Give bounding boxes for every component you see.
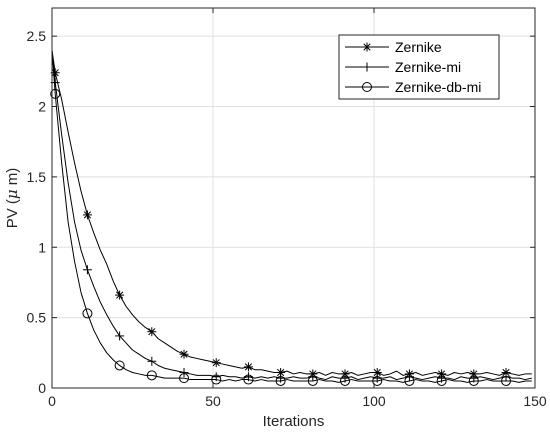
data-point-circle	[50, 88, 61, 99]
series-markers	[50, 68, 512, 386]
series-line-asterisk	[51, 50, 532, 376]
x-axis-label: Iterations	[263, 413, 325, 430]
data-point-asterisk	[115, 290, 125, 300]
data-point-circle	[243, 374, 254, 385]
legend-label: Zernike-mi	[395, 59, 461, 75]
legend-marker-circle	[362, 82, 372, 92]
y-axis-label: PV (μ m)	[3, 168, 21, 229]
y-tick-label: 0.5	[27, 310, 47, 326]
y-axis-label-prefix: PV (	[4, 199, 21, 228]
y-tick-label: 1	[38, 239, 46, 255]
x-tick-label: 0	[48, 393, 56, 409]
data-point-circle	[82, 308, 93, 319]
x-tick-label: 100	[362, 393, 386, 409]
series-line-plus	[51, 50, 532, 381]
series-line-circle	[51, 50, 532, 383]
data-point-circle	[468, 375, 479, 386]
data-point-circle	[340, 375, 351, 386]
plot-frame	[51, 7, 536, 389]
data-point-circle	[146, 370, 157, 381]
y-tick-label: 2	[38, 99, 46, 115]
data-point-circle	[114, 360, 125, 371]
data-point-circle	[404, 375, 415, 386]
data-point-circle	[436, 375, 447, 386]
data-point-plus	[179, 368, 189, 378]
legend-label: Zernike-db-mi	[395, 79, 481, 95]
data-point-asterisk	[82, 210, 92, 220]
y-tick-label: 0	[38, 380, 46, 396]
y-tick-label: 1.5	[27, 169, 47, 185]
axis-ticks	[51, 8, 536, 389]
y-axis-label-mu: μ	[3, 189, 21, 199]
data-point-circle	[501, 375, 512, 386]
data-point-plus	[437, 373, 447, 383]
series-lines	[51, 50, 532, 383]
data-point-asterisk	[179, 349, 189, 359]
data-point-plus	[115, 331, 125, 341]
data-point-plus	[82, 265, 92, 275]
legend-entry: Zernike-mi	[345, 59, 461, 75]
data-point-plus	[147, 356, 157, 366]
tick-labels: 0 50 100 150 0 0.5 1 1.5 2 2.5	[27, 28, 547, 409]
legend-items: Zernike Zernike-mi Zernike-db-mi	[345, 39, 481, 95]
data-point-circle	[307, 375, 318, 386]
data-point-plus	[276, 373, 286, 383]
y-tick-label: 2.5	[27, 28, 47, 44]
data-point-asterisk	[147, 327, 157, 337]
legend-label: Zernike	[395, 39, 442, 55]
x-tick-label: 50	[205, 393, 221, 409]
data-point-plus	[340, 373, 350, 383]
data-point-circle	[275, 375, 286, 386]
legend-entry: Zernike-db-mi	[345, 79, 481, 95]
data-point-asterisk	[211, 358, 221, 368]
y-axis-label-suffix: m)	[4, 168, 21, 190]
x-tick-label: 150	[523, 393, 547, 409]
data-point-plus	[372, 373, 382, 383]
legend-marker-asterisk	[362, 42, 372, 52]
legend: Zernike Zernike-mi Zernike-db-mi	[338, 34, 500, 100]
data-point-plus	[243, 372, 253, 382]
data-point-circle	[211, 374, 222, 385]
data-point-circle	[179, 373, 190, 384]
legend-entry: Zernike	[345, 39, 442, 55]
data-point-plus	[211, 372, 221, 382]
data-point-circle	[372, 375, 383, 386]
data-point-asterisk	[243, 362, 253, 372]
data-point-plus	[469, 373, 479, 383]
legend-marker-plus	[362, 62, 372, 72]
